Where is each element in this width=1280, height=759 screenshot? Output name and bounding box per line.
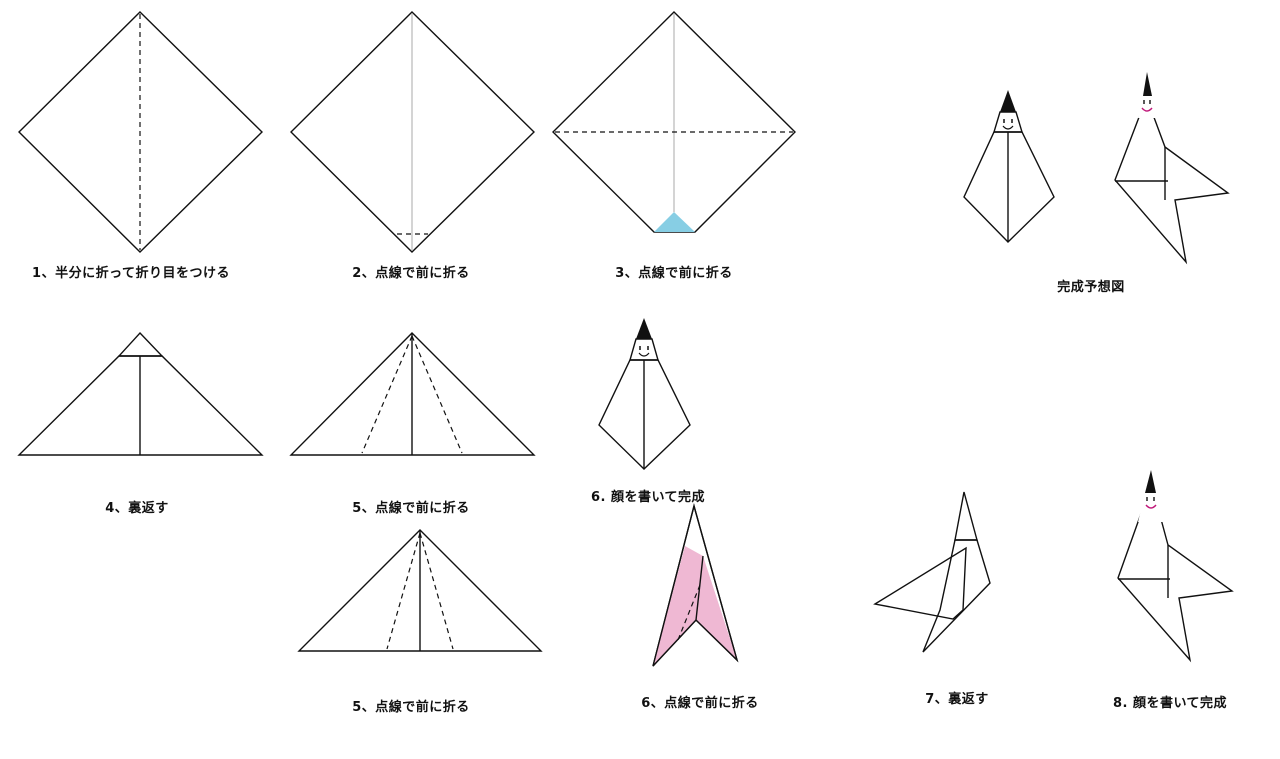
caption-step8-pink: 8. 顔を書いて完成	[1112, 696, 1228, 711]
preview-blue-hair	[1000, 90, 1016, 112]
caption-step4: 4、裏返す	[105, 501, 169, 516]
step4-triangle-figure	[17, 331, 264, 456]
step5-pink-dashed-right	[419, 532, 454, 650]
step1-diamond-figure	[18, 11, 263, 253]
preview-pink-doll-figure	[1114, 72, 1230, 265]
step2-diamond-figure	[290, 11, 535, 253]
step6-pink-figure	[652, 503, 739, 667]
preview-pink-body	[1114, 111, 1230, 265]
step6-pink-paper	[653, 546, 737, 666]
caption-step2: 2、点線で前に折る	[352, 266, 470, 281]
step8-pink-hair	[1145, 470, 1156, 493]
preview-blue-body	[963, 131, 1055, 243]
step6-pink-inner-line	[695, 555, 704, 621]
caption-step1: 1、半分に折って折り目をつける	[32, 266, 230, 281]
caption-step5-blue: 5、点線で前に折る	[352, 501, 470, 516]
step8-pink-body	[1117, 507, 1234, 663]
step1-paper	[18, 11, 263, 253]
preview-pink-face	[1138, 96, 1158, 118]
caption-step6-blue: 6. 顔を書いて完成	[590, 490, 706, 505]
preview-pink-hair	[1143, 72, 1152, 96]
step4-white-tip	[117, 331, 164, 357]
step5-pink-dashed-left	[386, 532, 421, 650]
step6-blue-mouth	[638, 352, 650, 357]
preview-pink-mouth	[1141, 107, 1153, 112]
caption-step6-pink: 6、点線で前に折る	[641, 696, 759, 711]
step3-folded-tip	[654, 212, 695, 232]
step5-pink-triangle-figure	[297, 529, 543, 652]
step6-blue-doll-figure	[598, 318, 691, 470]
step5-blue-triangle-figure	[289, 332, 536, 456]
step2-paper	[290, 11, 535, 253]
step7-pink-front-wing	[873, 546, 967, 620]
caption-step5-pink: 5、点線で前に折る	[352, 700, 470, 715]
caption-step7-pink: 7、裏返す	[925, 692, 989, 707]
step7-pink-figure	[873, 491, 991, 653]
step7-pink-back-wing	[922, 539, 991, 653]
step6-pink-dashed-line	[677, 584, 701, 641]
step3-diamond-figure	[552, 11, 796, 233]
step8-pink-mouth	[1145, 504, 1157, 509]
step6-blue-hair	[636, 318, 652, 339]
step7-pink-tip	[954, 491, 978, 541]
preview-blue-mouth	[1002, 125, 1014, 130]
step4-paper	[17, 355, 264, 456]
step5-blue-dashed-right	[411, 335, 463, 454]
caption-finished-preview: 完成予想図	[1057, 280, 1125, 295]
step5-blue-dashed-left	[361, 335, 413, 454]
caption-step3: 3、点線で前に折る	[615, 266, 733, 281]
step8-pink-doll-figure	[1117, 470, 1234, 663]
step6-blue-face	[629, 338, 659, 361]
preview-blue-doll-figure	[963, 90, 1055, 243]
